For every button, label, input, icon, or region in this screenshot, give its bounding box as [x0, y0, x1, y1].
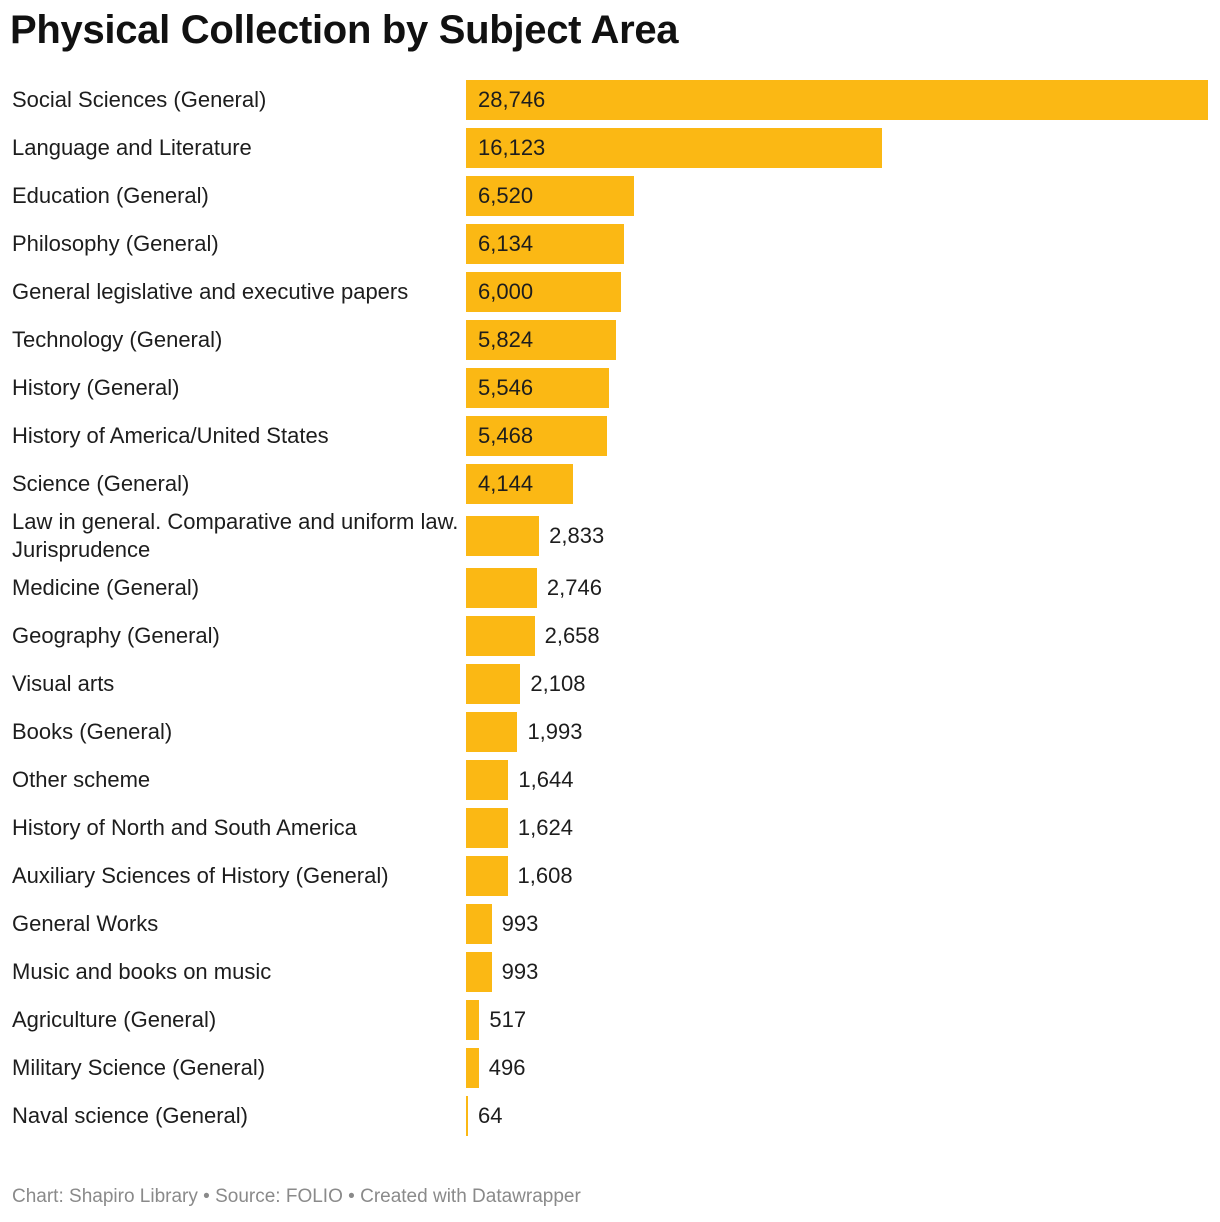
category-label: Other scheme — [12, 767, 151, 792]
bar — [466, 368, 610, 408]
value-label: 6,000 — [478, 279, 534, 304]
category-label: Naval science (General) — [12, 1103, 248, 1128]
value-label: 64 — [478, 1103, 503, 1128]
value-label: 5,824 — [478, 327, 534, 352]
category-label: Military Science (General) — [12, 1055, 266, 1080]
category-label: History (General) — [12, 375, 180, 400]
value-label: 517 — [489, 1007, 527, 1032]
category-label: Agriculture (General) — [12, 1007, 217, 1032]
value-label: 16,123 — [478, 135, 546, 160]
chart-footer: Chart: Shapiro Library • Source: FOLIO •… — [12, 1186, 581, 1208]
bar — [466, 856, 508, 896]
chart-title: Physical Collection by Subject Area — [10, 8, 679, 52]
value-label: 28,746 — [478, 87, 546, 112]
category-label: History of America/United States — [12, 423, 329, 448]
category-label: Medicine (General) — [12, 575, 200, 600]
category-label: Law in general. Comparative and uniform … — [12, 509, 459, 562]
category-label: Visual arts — [12, 671, 115, 696]
footer-chart-credit: Chart: Shapiro Library — [12, 1186, 198, 1207]
category-label: Technology (General) — [12, 327, 223, 352]
bar — [466, 464, 573, 504]
bar — [466, 516, 540, 556]
bar — [466, 1048, 479, 1088]
value-label: 993 — [501, 959, 539, 984]
bar — [466, 128, 883, 168]
bar — [466, 224, 625, 264]
category-label: Geography (General) — [12, 623, 220, 648]
value-label: 6,134 — [478, 231, 534, 256]
category-label: General Works — [12, 911, 159, 936]
bar — [466, 272, 621, 312]
value-label: 2,108 — [530, 671, 586, 696]
bar — [466, 760, 509, 800]
bar — [466, 904, 492, 944]
category-label: General legislative and executive papers — [12, 279, 409, 304]
bar — [466, 416, 608, 456]
value-label: 5,468 — [478, 423, 534, 448]
value-label: 4,144 — [478, 471, 534, 496]
value-label: 496 — [488, 1055, 526, 1080]
footer-separator: • — [348, 1186, 355, 1207]
category-label: Science (General) — [12, 471, 190, 496]
category-label: Social Sciences (General) — [12, 87, 267, 112]
bar — [466, 616, 535, 656]
value-label: 1,608 — [517, 863, 573, 888]
category-label: Music and books on music — [12, 959, 272, 984]
category-label: History of North and South America — [12, 815, 357, 840]
value-label: 1,624 — [517, 815, 573, 840]
bar — [466, 1096, 468, 1136]
footer-separator: • — [203, 1186, 210, 1207]
bar — [466, 320, 617, 360]
value-label: 2,658 — [544, 623, 600, 648]
value-label: 2,833 — [549, 523, 605, 548]
value-label: 1,644 — [518, 767, 574, 792]
category-label: Education (General) — [12, 183, 209, 208]
value-label: 1,993 — [527, 719, 583, 744]
bar — [466, 952, 492, 992]
category-label: Language and Literature — [12, 135, 252, 160]
bar — [466, 80, 1208, 120]
footer-tool: Created with Datawrapper — [360, 1186, 581, 1207]
bar — [466, 664, 521, 704]
bar — [466, 808, 508, 848]
category-label: Philosophy (General) — [12, 231, 219, 256]
value-label: 993 — [501, 911, 539, 936]
bar — [466, 1000, 480, 1040]
value-label: 6,520 — [478, 183, 534, 208]
value-label: 2,746 — [546, 575, 602, 600]
value-label: 5,546 — [478, 375, 534, 400]
bar — [466, 568, 537, 608]
bar — [466, 176, 635, 216]
category-label: Books (General) — [12, 719, 173, 744]
bar — [466, 712, 518, 752]
footer-source: Source: FOLIO — [215, 1186, 343, 1207]
category-label: Auxiliary Sciences of History (General) — [12, 863, 389, 888]
